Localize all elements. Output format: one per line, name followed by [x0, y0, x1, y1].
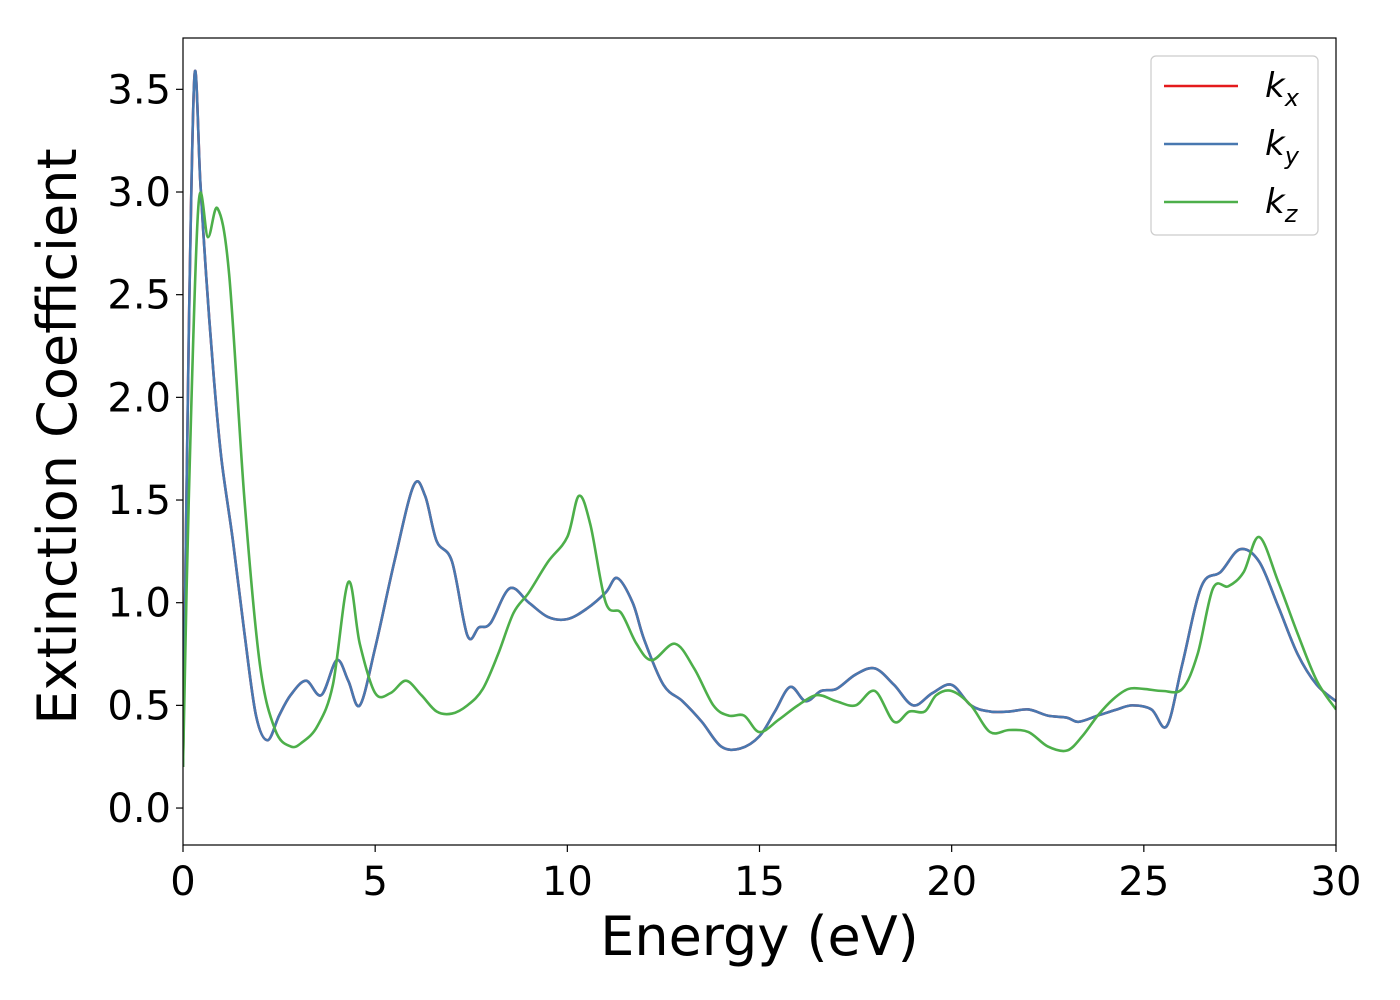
x-tick-label: 20 [926, 859, 977, 905]
legend-label-x: kx [1265, 66, 1300, 112]
legend-label-base: k [1265, 66, 1286, 106]
x-tick-label: 0 [170, 859, 195, 905]
y-tick-label: 2.0 [107, 375, 171, 421]
series-line-y [183, 69, 1336, 767]
x-tick-label: 25 [1118, 859, 1169, 905]
y-tick-label: 0.5 [107, 683, 171, 729]
legend-label-base: k [1265, 182, 1286, 222]
x-tick-label: 15 [734, 859, 785, 905]
x-axis-label: Energy (eV) [600, 905, 919, 968]
y-tick-label: 1.0 [107, 581, 171, 627]
legend-label-y: ky [1265, 124, 1300, 170]
y-tick-label: 1.5 [107, 478, 171, 524]
legend-label-subscript: z [1284, 200, 1299, 228]
y-tick-label: 0.0 [107, 786, 171, 832]
y-axis-ticks: 0.0 0.5 1.0 1.5 2.0 2.5 3.0 3.5 [107, 67, 183, 832]
legend-box [1150, 55, 1319, 236]
legend-label-subscript: y [1284, 142, 1300, 170]
y-tick-label: 3.5 [107, 67, 171, 113]
y-tick-label: 2.5 [107, 273, 171, 319]
x-tick-label: 10 [542, 859, 593, 905]
series-line-z [183, 191, 1336, 767]
legend-label-base: k [1265, 124, 1286, 164]
legend-label-z: kz [1265, 182, 1299, 228]
legend-label-subscript: x [1284, 84, 1300, 112]
x-tick-label: 30 [1311, 859, 1362, 905]
y-tick-label: 3.0 [107, 170, 171, 216]
x-tick-label: 5 [362, 859, 387, 905]
series-layer [183, 69, 1336, 767]
x-axis-ticks: 0 5 10 15 20 25 30 [170, 845, 1361, 905]
y-axis-label: Extinction Coefficient [26, 148, 89, 724]
